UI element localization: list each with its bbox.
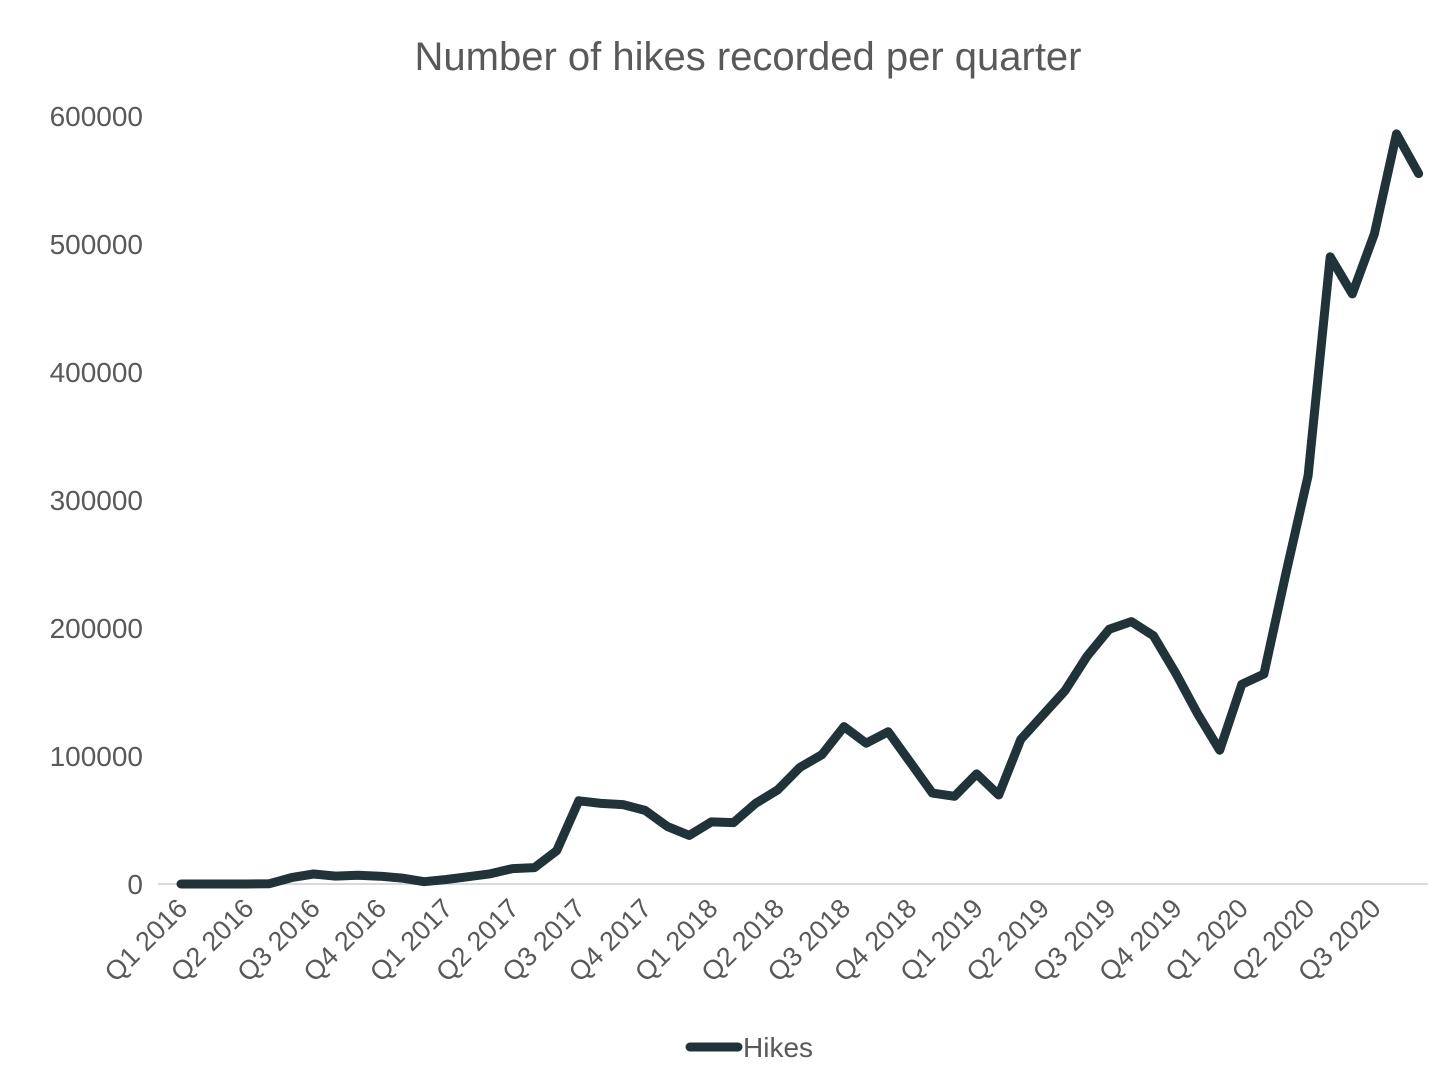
legend-label-hikes: Hikes [743, 1032, 813, 1063]
y-tick-label: 400000 [50, 357, 143, 388]
y-tick-label: 0 [127, 869, 143, 900]
chart-title: Number of hikes recorded per quarter [415, 35, 1082, 79]
series-layer [176, 129, 1424, 889]
legend[interactable]: Hikes [685, 1032, 813, 1063]
y-tick-label: 300000 [50, 485, 143, 516]
y-tick-label: 200000 [50, 613, 143, 644]
y-tick-label: 100000 [50, 741, 143, 772]
y-axis-labels: 0 100000 200000 300000 400000 500000 600000 [50, 101, 143, 900]
series-line-hikes [176, 129, 1424, 889]
y-tick-label: 600000 [50, 101, 143, 132]
y-tick-label: 500000 [50, 229, 143, 260]
